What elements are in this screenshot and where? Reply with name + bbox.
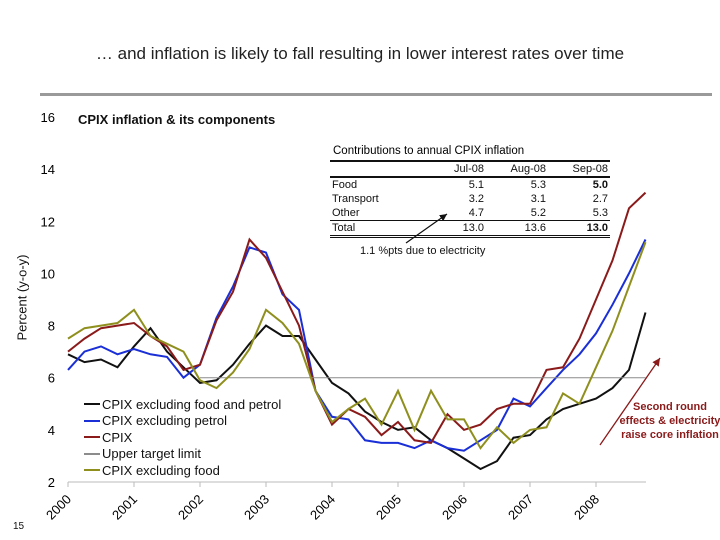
header-cell: Jul-08 xyxy=(454,163,484,175)
table-row: Food 5.1 5.3 5.0 xyxy=(330,177,610,192)
table-cell: 5.3 xyxy=(592,207,608,219)
legend-label: Upper target limit xyxy=(102,446,201,462)
table-row: Total 13.0 13.6 13.0 xyxy=(330,220,610,237)
electricity-annotation: 1.1 %pts due to electricity xyxy=(360,245,486,257)
core-inflation-arrow xyxy=(599,357,661,446)
legend: CPIX excluding food and petrol CPIX exclu… xyxy=(84,396,281,479)
x-tick-label: 2008 xyxy=(571,492,602,523)
legend-item: CPIX excluding food xyxy=(84,462,281,479)
table-cell: 5.1 xyxy=(468,179,484,191)
x-tick-label: 2002 xyxy=(175,492,206,523)
table-title: Contributions to annual CPIX inflation xyxy=(333,145,525,157)
header-cell xyxy=(330,161,424,177)
y-tick-label: 6 xyxy=(48,371,55,386)
legend-item: CPIX excluding petrol xyxy=(84,413,281,430)
y-tick-label: 14 xyxy=(41,162,55,177)
table-cell: 5.2 xyxy=(530,207,546,219)
y-axis-label: Percent (y-o-y) xyxy=(14,254,30,341)
table-row: Other 4.7 5.2 5.3 xyxy=(330,206,610,221)
table-cell: Total xyxy=(332,222,356,234)
chart-title: CPIX inflation & its components xyxy=(78,112,276,127)
title-rule xyxy=(40,93,712,96)
table-cell: Other xyxy=(332,207,360,219)
legend-swatch xyxy=(84,403,100,406)
table-cell: Food xyxy=(332,179,358,191)
header-cell: Sep-08 xyxy=(572,163,608,175)
table-header: Jul-08 Aug-08 Sep-08 xyxy=(330,161,610,177)
table-cell: 13.0 xyxy=(586,222,608,234)
x-tick-label: 2006 xyxy=(439,492,470,523)
table-cell: 4.7 xyxy=(468,207,484,219)
electricity-arrow xyxy=(405,213,448,244)
table-cell: 3.2 xyxy=(468,193,484,205)
legend-label: CPIX excluding food xyxy=(102,462,220,478)
legend-label: CPIX xyxy=(102,429,133,445)
table-cell: 5.3 xyxy=(530,179,546,191)
legend-swatch xyxy=(84,436,100,439)
legend-swatch xyxy=(84,452,100,455)
legend-item: CPIX excluding food and petrol xyxy=(84,396,281,413)
series-cpix xyxy=(67,191,647,444)
y-tick-label: 10 xyxy=(41,266,55,281)
x-tick-label: 2003 xyxy=(241,492,272,523)
y-tick-label: 4 xyxy=(48,423,55,438)
x-tick-label: 2007 xyxy=(505,492,536,523)
series-cpix-excluding-petrol xyxy=(67,239,647,452)
y-tick-label: 16 xyxy=(41,110,55,125)
x-tick-label: 2001 xyxy=(109,492,140,523)
series-cpix-excluding-food xyxy=(67,241,647,450)
legend-swatch xyxy=(84,419,100,422)
table-cell: 2.7 xyxy=(592,193,608,205)
legend-label: CPIX excluding food and petrol xyxy=(102,396,282,412)
core-inflation-note: Second round effects & electricity raise… xyxy=(619,401,720,441)
y-tick-label: 12 xyxy=(41,214,55,229)
y-tick-label: 8 xyxy=(48,319,55,334)
x-tick-label: 2004 xyxy=(307,492,338,523)
y-tick-label: 2 xyxy=(48,475,55,490)
table-cell: 13.0 xyxy=(462,222,484,234)
page-number: 15 xyxy=(13,521,25,532)
x-tick-label: 2000 xyxy=(43,492,74,523)
legend-swatch xyxy=(84,469,100,472)
table-cell: 13.6 xyxy=(524,222,546,234)
header-cell: Aug-08 xyxy=(510,163,546,175)
contributions-table: Jul-08 Aug-08 Sep-08 Food 5.1 5.3 5.0 Transp… xyxy=(330,160,610,238)
legend-label: CPIX excluding petrol xyxy=(102,413,228,429)
x-tick-label: 2005 xyxy=(373,492,404,523)
headline: … and inflation is likely to fall result… xyxy=(95,44,625,63)
series-cpix-excluding-food-and-petrol xyxy=(67,312,647,471)
table-cell: Transport xyxy=(332,193,379,205)
table-row: Transport 3.2 3.1 2.7 xyxy=(330,192,610,206)
legend-item: CPIX xyxy=(84,429,281,446)
legend-item: Upper target limit xyxy=(84,446,281,463)
table-cell: 5.0 xyxy=(592,179,608,191)
table-cell: 3.1 xyxy=(530,193,546,205)
